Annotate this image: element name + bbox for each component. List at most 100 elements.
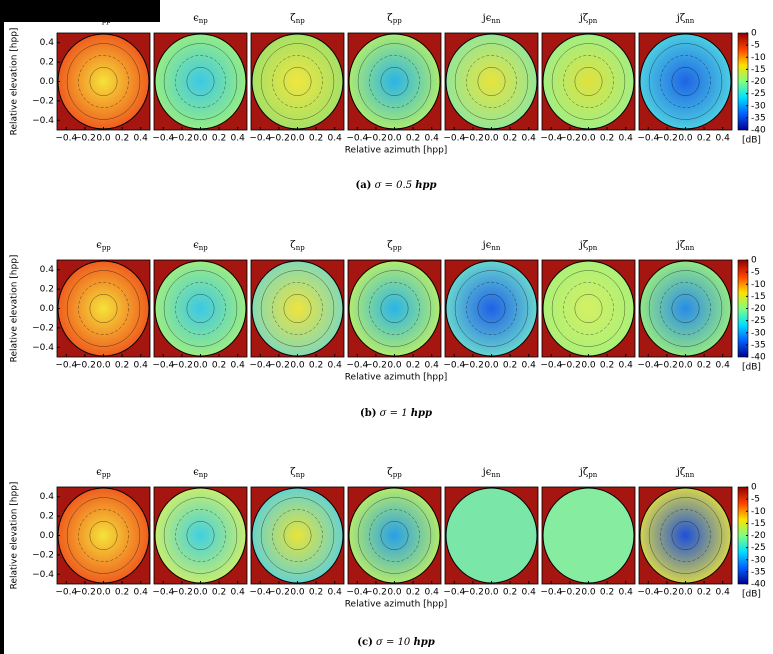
panel-title: jζpn [579, 467, 598, 480]
x-tick-label: −0.4 [249, 361, 271, 371]
x-tick-label: 0.0 [193, 361, 208, 371]
contour-line [551, 43, 626, 120]
y-tick-label: 0.2 [40, 512, 54, 522]
x-tick-label: −0.2 [74, 361, 96, 371]
panel-subscript: pp [102, 17, 111, 25]
x-tick-label: 0.2 [309, 588, 323, 598]
x-tick-label: 0.4 [619, 588, 634, 598]
x-tick-label: 0.2 [697, 588, 711, 598]
x-tick-label: 0.2 [503, 361, 517, 371]
contour-line [369, 282, 420, 335]
panel-title: jϵnn [482, 467, 501, 480]
x-tick-label: 0.2 [309, 134, 323, 144]
x-tick-label: 0.2 [503, 134, 517, 144]
panel-title: ϵpp [96, 13, 111, 26]
x-tick-label: 0.4 [134, 361, 149, 371]
contour-field [445, 33, 538, 130]
panel-subscript: np [296, 17, 306, 25]
contour-line [648, 270, 723, 347]
x-tick-label: 0.4 [328, 588, 343, 598]
panel-subscript: pp [102, 244, 111, 252]
contour-field [154, 33, 247, 130]
x-tick-label: 0.4 [328, 134, 343, 144]
contour-line [283, 521, 312, 550]
y-tick-label: 0.2 [40, 285, 54, 295]
contour-line [380, 294, 409, 323]
x-tick-label: 0.0 [387, 588, 402, 598]
contour-line [454, 43, 529, 120]
colorbar-tick-label: 0 [751, 29, 757, 39]
panel-title: jϵnn [482, 13, 501, 26]
panel-subscript: pn [588, 17, 597, 25]
x-tick-label: 0.2 [212, 361, 226, 371]
contour-line [186, 67, 215, 96]
contour-field [348, 33, 441, 130]
x-tick-label: 0.4 [619, 134, 634, 144]
y-tick-label: −0.2 [32, 323, 54, 333]
panel-symbol: jζ [579, 13, 589, 24]
x-tick-label: 0.4 [522, 361, 537, 371]
panel-symbol: ζ [387, 13, 393, 24]
x-tick-label: −0.2 [268, 134, 290, 144]
contour-field [251, 260, 344, 357]
contour-line [260, 43, 335, 120]
x-tick-label: 0.0 [96, 588, 111, 598]
contour-line [78, 282, 129, 335]
contour-line [380, 67, 409, 96]
colorbar-tick-label: -30 [751, 555, 766, 565]
colorbar-label: [dB] [742, 363, 761, 373]
x-tick-label: −0.4 [540, 361, 562, 371]
colorbar-tick-label: 0 [751, 256, 757, 266]
contour-line [574, 294, 603, 323]
colorbar-tick-label: -35 [751, 340, 766, 350]
caption-equation: σ = 10 [376, 637, 411, 648]
panel-title: jζpn [579, 240, 598, 253]
x-tick-label: 0.4 [134, 588, 149, 598]
panel-symbol: jζ [676, 240, 686, 251]
panel-title: ζpp [387, 13, 402, 26]
contour-field [154, 260, 247, 357]
panel-title: ζpp [387, 240, 402, 253]
x-tick-label: −0.2 [656, 588, 678, 598]
contour-line [260, 497, 335, 574]
panel-subscript: nn [685, 17, 695, 25]
contour-field [154, 487, 247, 584]
contour-line [89, 521, 118, 550]
contour-field [445, 487, 538, 584]
x-tick-label: −0.2 [171, 134, 193, 144]
y-tick-label: −0.4 [32, 116, 54, 126]
contour-field [542, 487, 635, 584]
panel-subscript: nn [685, 244, 695, 252]
panel-symbol: jϵ [482, 240, 492, 251]
panel [153, 32, 248, 131]
contour-field [542, 260, 635, 357]
x-tick-label: −0.4 [346, 588, 368, 598]
contour-line [660, 55, 711, 108]
x-tick-label: −0.2 [462, 588, 484, 598]
panel [347, 32, 442, 131]
panel-title: ζnp [290, 13, 305, 26]
x-tick-label: 0.0 [193, 588, 208, 598]
contour-line [660, 282, 711, 335]
caption: (a) σ = 0.5 hpp [355, 180, 436, 191]
x-tick-label: −0.4 [637, 361, 659, 371]
panel-symbol: ζ [290, 240, 296, 251]
colorbar-tick-label: -40 [751, 126, 766, 136]
panel [153, 259, 248, 358]
colorbar-tick-label: -35 [751, 113, 766, 123]
x-tick-label: −0.2 [365, 361, 387, 371]
x-tick-label: 0.2 [115, 588, 129, 598]
contour-field [57, 487, 150, 584]
panel-title: ϵpp [96, 240, 111, 253]
contour-line [369, 509, 420, 562]
x-tick-label: 0.4 [716, 361, 731, 371]
panel [153, 486, 248, 585]
colorbar-tick-label: -30 [751, 328, 766, 338]
x-tick-label: 0.4 [134, 134, 149, 144]
contour-line [163, 497, 238, 574]
colorbar-label: [dB] [742, 136, 761, 146]
x-tick-label: 0.2 [115, 134, 129, 144]
panel-symbol: jζ [676, 13, 686, 24]
contour-field [57, 260, 150, 357]
